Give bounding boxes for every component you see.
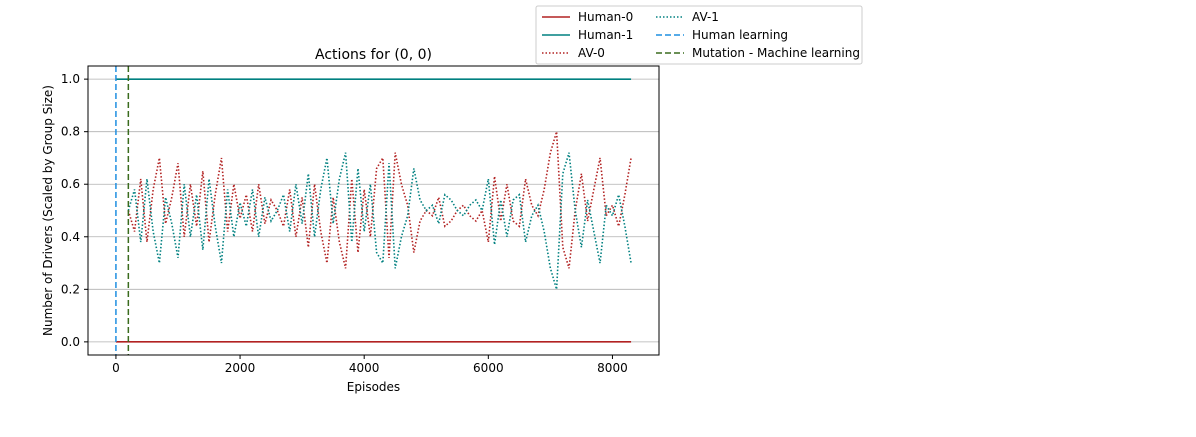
legend-box [535, 5, 863, 65]
x-tick-label-1: 2000 [225, 361, 256, 375]
legend-label-av-1: AV-1 [692, 10, 719, 24]
legend-label-human-1: Human-1 [578, 28, 633, 42]
series-layer [115, 66, 632, 355]
x-axis-label: Episodes [347, 380, 400, 394]
y-tick-label-4: 0.8 [61, 125, 80, 139]
x-tick-label-4: 8000 [597, 361, 628, 375]
x-tick-label-3: 6000 [473, 361, 504, 375]
plot-frame [87, 65, 660, 356]
y-tick-label-3: 0.6 [61, 177, 80, 191]
series-line-av-0 [127, 131, 632, 269]
legend-label-human-learning: Human learning [692, 28, 788, 42]
x-tick-label-0: 0 [112, 361, 120, 375]
x-axis-ticks: 0 2000 4000 6000 8000 [112, 355, 628, 375]
y-tick-label-5: 1.0 [61, 72, 80, 86]
legend-label-av-0: AV-0 [578, 46, 605, 60]
y-tick-label-2: 0.4 [61, 230, 80, 244]
y-axis-ticks: 0.0 0.2 0.4 0.6 0.8 1.0 [61, 72, 88, 349]
y-tick-label-1: 0.2 [61, 282, 80, 296]
chart-title: Actions for (0, 0) [315, 47, 432, 63]
series-line-av-1 [127, 152, 632, 290]
legend: Human-0 Human-1 AV-0 AV-1 Human learning Muta… [535, 5, 863, 65]
y-tick-label-0: 0.0 [61, 335, 80, 349]
legend-items: Human-0 Human-1 AV-0 AV-1 Human learning Muta… [542, 10, 860, 60]
legend-label-human-0: Human-0 [578, 10, 633, 24]
x-tick-label-2: 4000 [349, 361, 380, 375]
legend-label-mutation-machine-learning: Mutation - Machine learning [692, 46, 860, 60]
y-axis-label: Number of Drivers (Scaled by Group Size) [41, 85, 55, 336]
